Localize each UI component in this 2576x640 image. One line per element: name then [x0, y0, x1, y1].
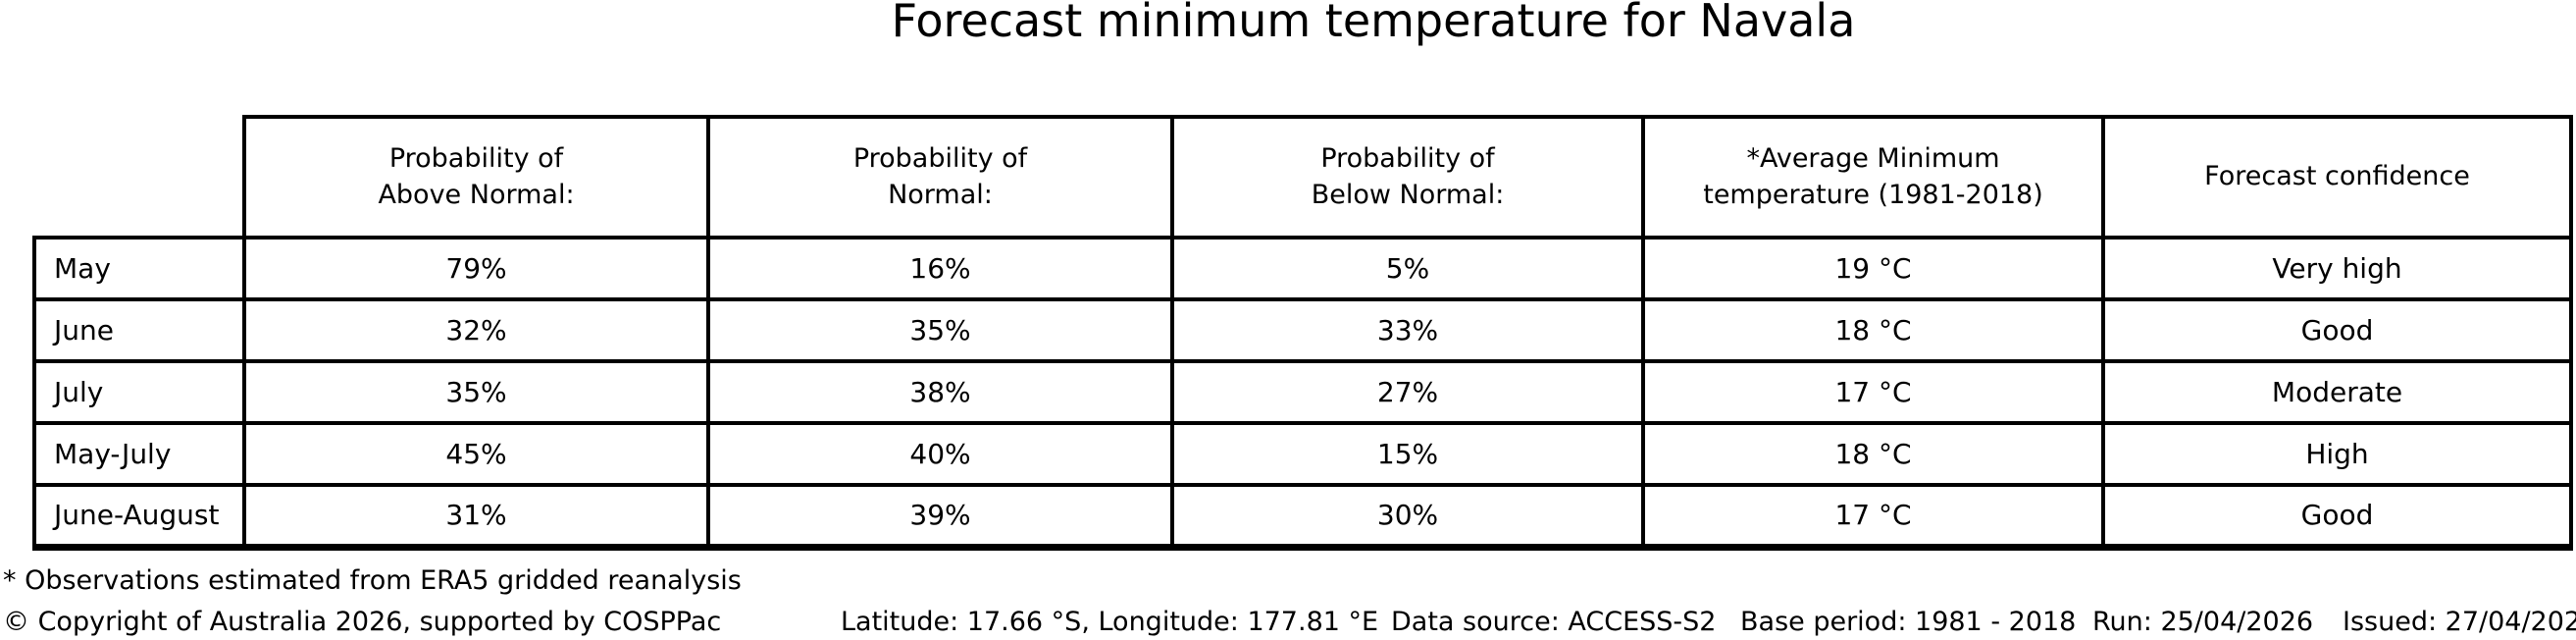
base-period-text: Base period: 1981 - 2018 — [1740, 607, 2077, 637]
cell-avg-min-temp: 18 °C — [1641, 297, 2105, 363]
header-prob-normal: Probability of Normal: — [706, 115, 1174, 240]
cell-prob-below: 27% — [1170, 359, 1645, 425]
forecast-table: Probability of Above Normal: Probability… — [32, 115, 2573, 551]
footer-metadata-bar: © Copyright of Australia 2026, supported… — [0, 607, 2576, 640]
header-avg-min-temp: *Average Minimum temperature (1981-2018) — [1641, 115, 2105, 240]
row-label: June — [32, 297, 246, 363]
table-row-july: July 35% 38% 27% 17 °C Moderate — [32, 359, 2573, 425]
issued-date-text: Issued: 27/04/2026 — [2343, 607, 2576, 637]
table-row-june: June 32% 35% 33% 18 °C Good — [32, 297, 2573, 363]
cell-prob-normal: 38% — [706, 359, 1174, 425]
header-prob-below: Probability of Below Normal: — [1170, 115, 1645, 240]
cell-confidence: Good — [2101, 297, 2573, 363]
row-label: May-July — [32, 421, 246, 487]
table-row-may-july: May-July 45% 40% 15% 18 °C High — [32, 421, 2573, 487]
cell-prob-normal: 35% — [706, 297, 1174, 363]
lat-long-text: Latitude: 17.66 °S, Longitude: 177.81 °E — [841, 607, 1379, 637]
cell-confidence: Moderate — [2101, 359, 2573, 425]
cell-confidence: High — [2101, 421, 2573, 487]
table-row-may: May 79% 16% 5% 19 °C Very high — [32, 236, 2573, 301]
cell-avg-min-temp: 18 °C — [1641, 421, 2105, 487]
cell-avg-min-temp: 17 °C — [1641, 483, 2105, 551]
cell-prob-below: 5% — [1170, 236, 1645, 301]
header-corner-empty — [34, 117, 244, 238]
cell-avg-min-temp: 17 °C — [1641, 359, 2105, 425]
data-source-text: Data source: ACCESS-S2 — [1391, 607, 1717, 637]
cell-prob-above: 31% — [242, 483, 710, 551]
cell-confidence: Good — [2101, 483, 2573, 551]
cell-confidence: Very high — [2101, 236, 2573, 301]
cell-avg-min-temp: 19 °C — [1641, 236, 2105, 301]
header-forecast-confidence: Forecast confidence — [2101, 115, 2573, 240]
run-date-text: Run: 25/04/2026 — [2092, 607, 2314, 637]
cell-prob-below: 33% — [1170, 297, 1645, 363]
cell-prob-above: 79% — [242, 236, 710, 301]
row-label: July — [32, 359, 246, 425]
cell-prob-normal: 39% — [706, 483, 1174, 551]
cell-prob-below: 15% — [1170, 421, 1645, 487]
cell-prob-normal: 40% — [706, 421, 1174, 487]
footnote-era5: * Observations estimated from ERA5 gridd… — [3, 565, 742, 596]
copyright-text: © Copyright of Australia 2026, supported… — [3, 607, 722, 637]
row-label: May — [32, 236, 246, 301]
cell-prob-above: 45% — [242, 421, 710, 487]
header-prob-above: Probability of Above Normal: — [242, 115, 710, 240]
cell-prob-above: 35% — [242, 359, 710, 425]
table-row-june-august: June-August 31% 39% 30% 17 °C Good — [32, 483, 2573, 551]
cell-prob-below: 30% — [1170, 483, 1645, 551]
page-title: Forecast minimum temperature for Navala — [891, 0, 1856, 47]
cell-prob-above: 32% — [242, 297, 710, 363]
header-row: Probability of Above Normal: Probability… — [34, 115, 2573, 240]
row-label: June-August — [32, 483, 246, 551]
cell-prob-normal: 16% — [706, 236, 1174, 301]
